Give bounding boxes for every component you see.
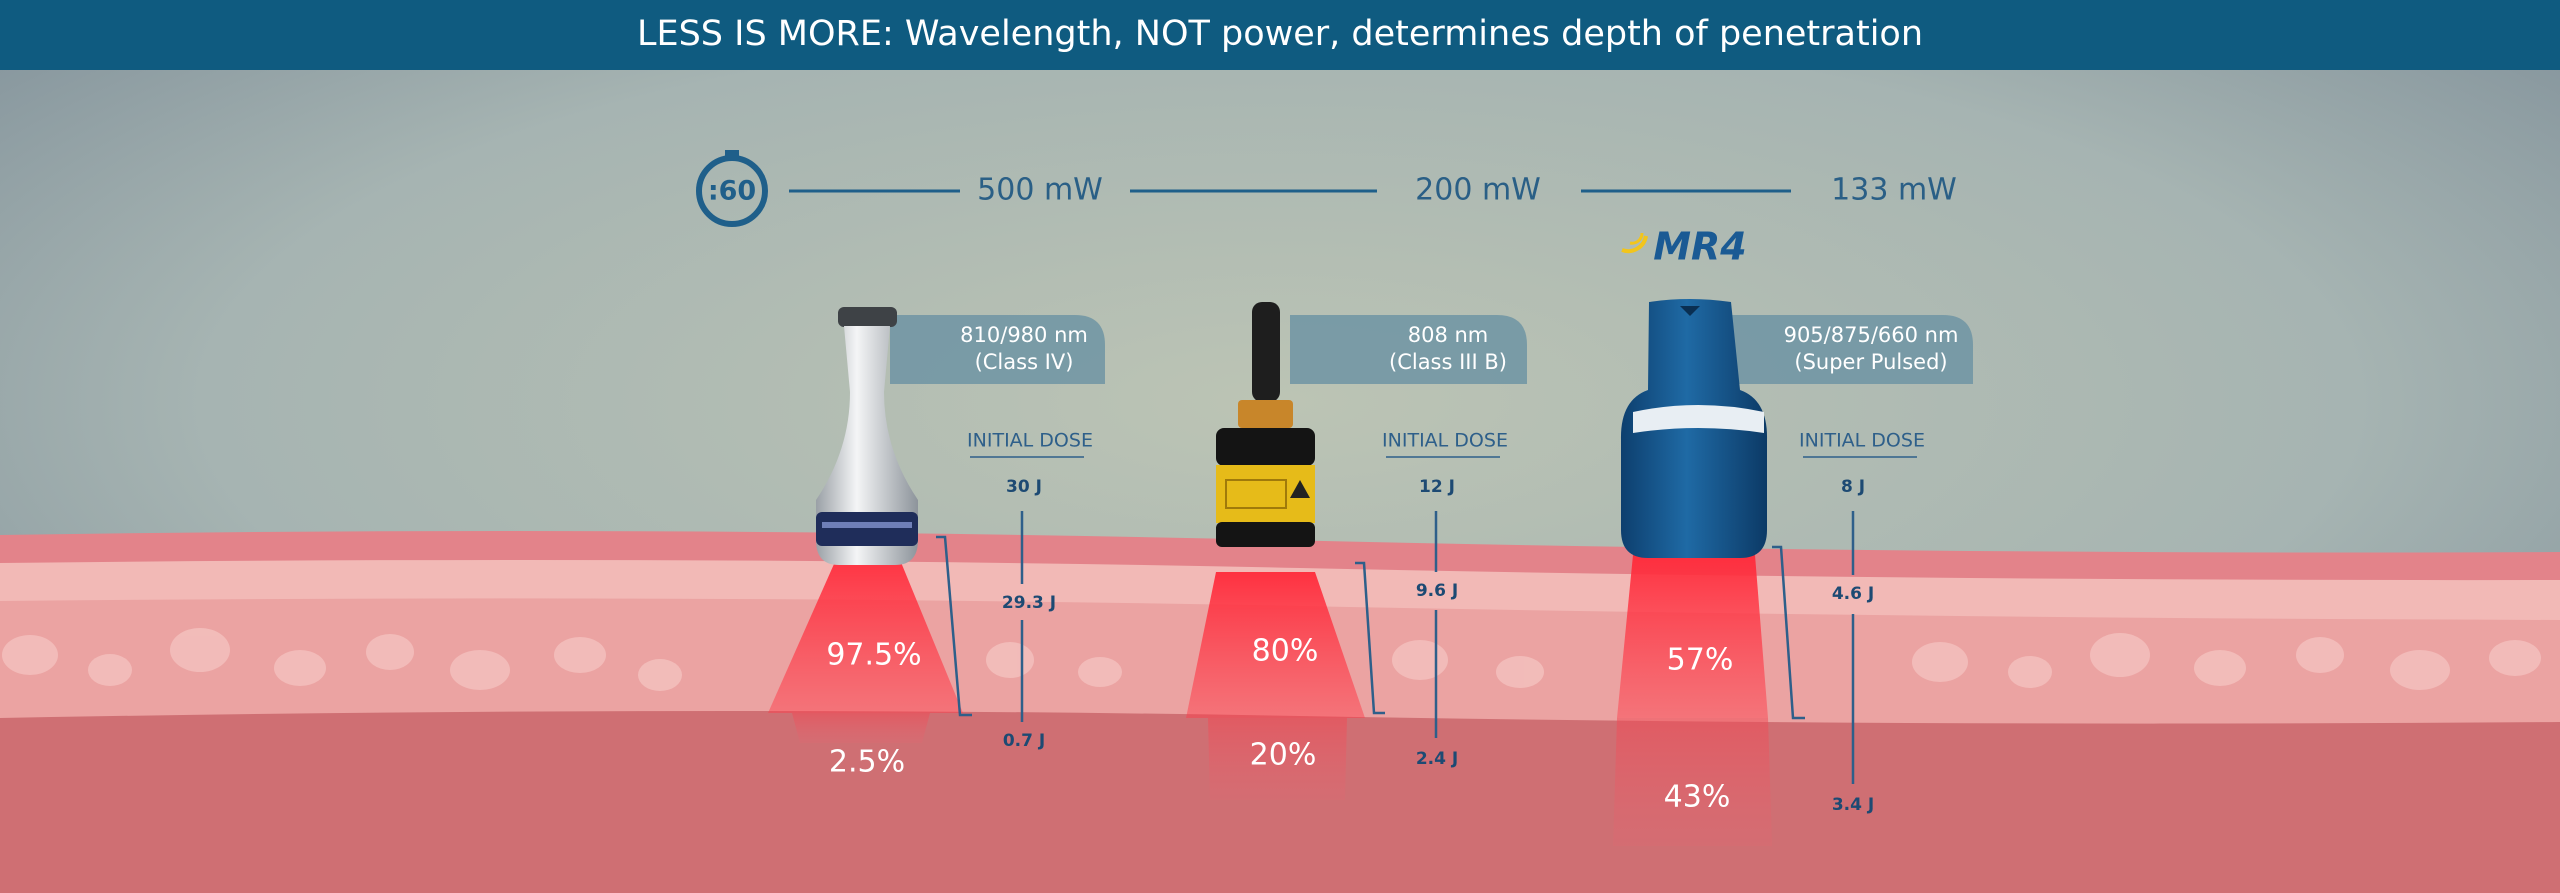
- wavelength-tag: 808 nm (Class III B): [1290, 315, 1527, 384]
- laser-class: (Class III B): [1389, 350, 1507, 374]
- transmitted-percent: 20%: [1250, 738, 1317, 773]
- power: 500 mW: [977, 173, 1103, 208]
- timer-label: :60: [708, 176, 756, 207]
- initial-dose: 12 J: [1419, 477, 1455, 497]
- wavelength-tag: 810/980 nm (Class IV): [890, 315, 1105, 384]
- header-bar: [0, 0, 2560, 70]
- title: LESS IS MORE: Wavelength, NOT power, det…: [637, 14, 1923, 54]
- dose-column: INITIAL DOSE 12 J 9.6 J 2.4 J: [1355, 430, 1508, 769]
- absorbed-percent: 57%: [1667, 643, 1734, 678]
- dose-heading: INITIAL DOSE: [1382, 430, 1508, 452]
- wavelength: 905/875/660 nm: [1784, 323, 1959, 347]
- transmitted-dose: 0.7 J: [1003, 731, 1045, 751]
- transmitted-dose: 3.4 J: [1832, 795, 1874, 815]
- device-class-iv: [816, 307, 918, 565]
- absorbed-dose: 4.6 J: [1832, 584, 1874, 604]
- initial-dose: 8 J: [1841, 477, 1865, 497]
- power: 133 mW: [1831, 173, 1957, 208]
- beam: [768, 555, 1772, 846]
- brand-logo: MR4: [1621, 225, 1747, 269]
- absorbed-percent: 80%: [1252, 634, 1319, 669]
- absorbed-percent: 97.5%: [826, 638, 921, 673]
- transmitted-percent: 43%: [1664, 780, 1731, 815]
- absorbed-dose: 9.6 J: [1416, 581, 1458, 601]
- timer: :60: [696, 150, 768, 227]
- wavelength: 808 nm: [1408, 323, 1489, 347]
- transmitted-dose: 2.4 J: [1416, 749, 1458, 769]
- transmitted-percent: 2.5%: [829, 745, 905, 780]
- initial-dose: 30 J: [1006, 477, 1042, 497]
- wavelength: 810/980 nm: [960, 323, 1088, 347]
- device-class-iiib: [1216, 302, 1315, 547]
- power: 200 mW: [1415, 173, 1541, 208]
- wavelength-tag: 905/875/660 nm (Super Pulsed): [1723, 315, 1973, 384]
- dose-column: INITIAL DOSE 8 J 4.6 J 3.4 J: [1772, 430, 1925, 815]
- dose-heading: INITIAL DOSE: [967, 430, 1093, 452]
- laser-class: (Super Pulsed): [1794, 350, 1947, 374]
- dose-column: INITIAL DOSE 30 J 29.3 J 0.7 J: [936, 430, 1093, 751]
- brand: MR4: [1653, 225, 1747, 269]
- dose-heading: INITIAL DOSE: [1799, 430, 1925, 452]
- laser-class: (Class IV): [975, 350, 1074, 374]
- device-super-pulsed: [1620, 299, 1768, 558]
- absorbed-dose: 29.3 J: [1002, 593, 1056, 613]
